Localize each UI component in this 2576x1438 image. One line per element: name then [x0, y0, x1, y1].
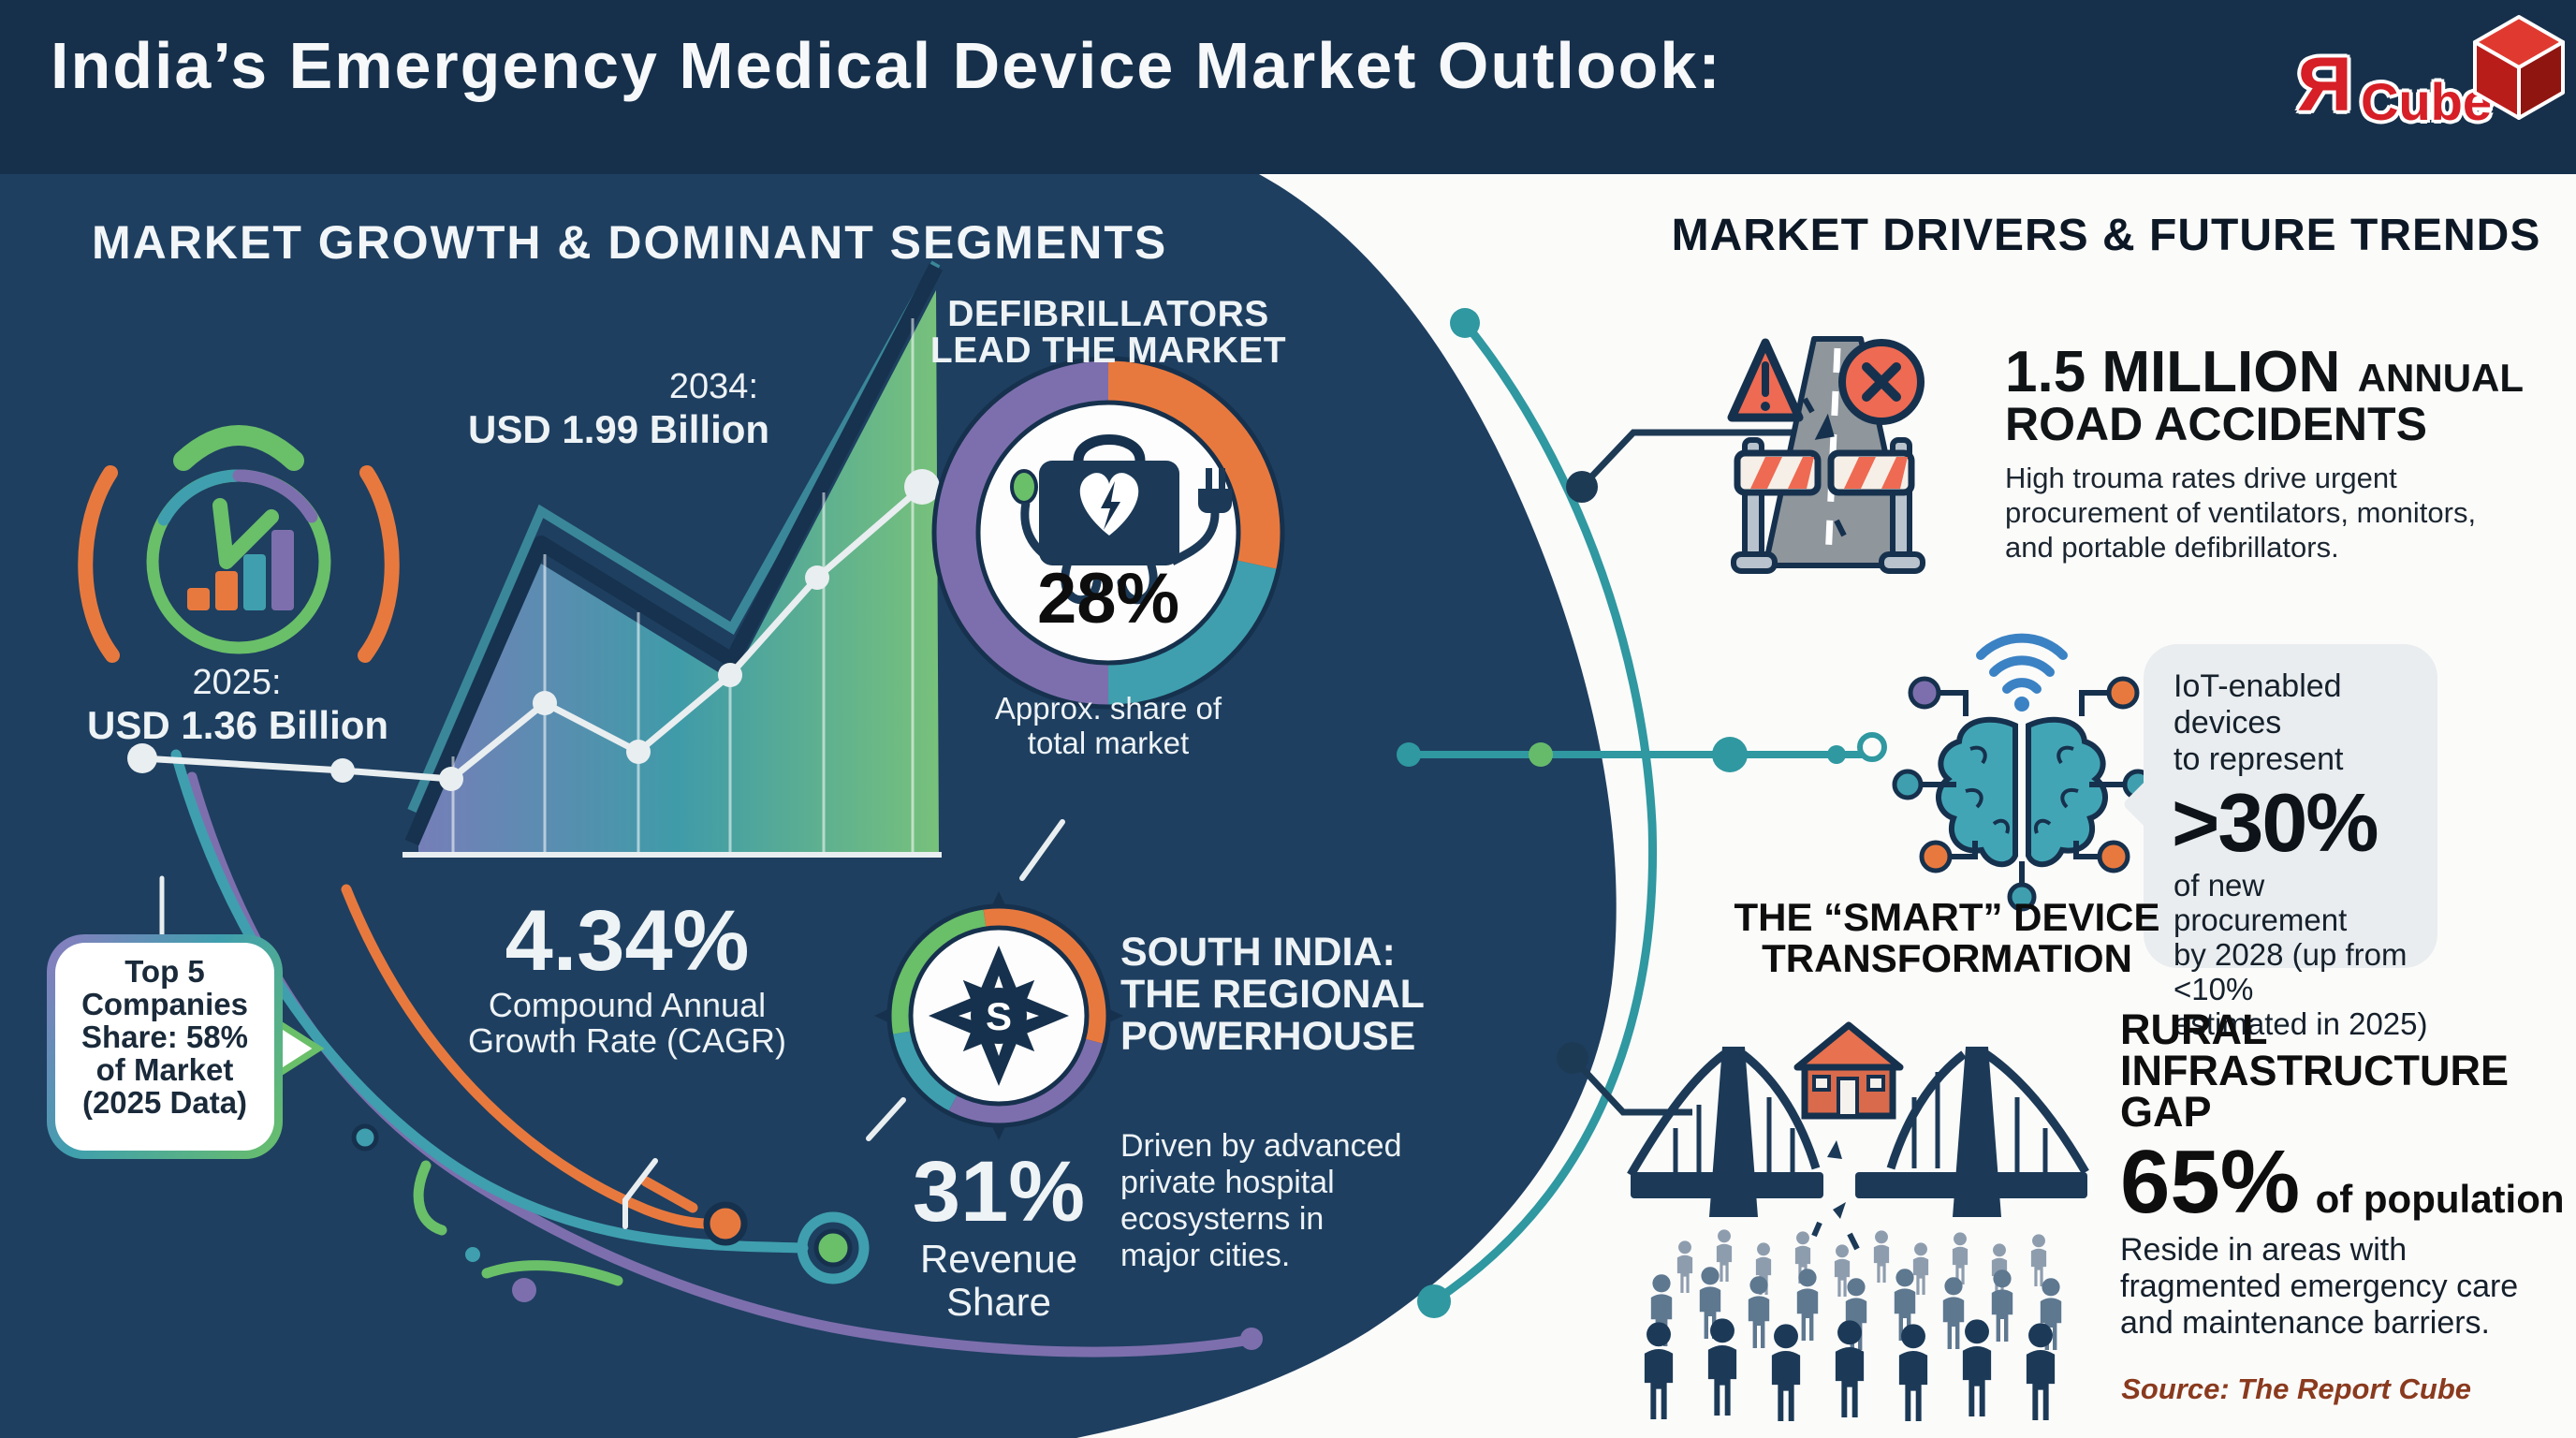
defib-title-1: DEFIBRILLATORS [947, 294, 1269, 334]
defib-title-2: LEAD THE MARKET [929, 330, 1287, 371]
market-2025-label: 2025: USD 1.36 Billion [87, 663, 389, 748]
rural-title-3: GAP [2120, 1088, 2212, 1136]
iot-detail-2: by 2028 (up from <10% [2174, 937, 2408, 1006]
road-accidents-body: High trouma rates drive urgent procureme… [2005, 461, 2476, 565]
iot-detail-1: of new procurement [2174, 868, 2348, 937]
smart-title-2: TRANSFORMATION [1762, 936, 2132, 980]
south-body-3: ecosysterns in [1120, 1201, 1325, 1237]
rural-gap-title: RURAL INFRASTRUCTURE GAP [2120, 1005, 2509, 1136]
road-accidents-title2: ROAD ACCIDENTS [2005, 398, 2427, 450]
broken-bridge-icon [1627, 1021, 2089, 1251]
road-body-2: procurement of ventilators, monitors, [2005, 496, 2477, 529]
defib-caption-1: Approx. share of [994, 691, 1222, 726]
defib-share-value: 28% [1036, 559, 1180, 638]
road-accidents-stat: 1.5 MILLION ANNUAL [2005, 339, 2524, 405]
south-stat-label-2: Share [945, 1280, 1052, 1324]
cube-icon [2473, 15, 2565, 120]
rural-body-1: Reside in areas with [2120, 1232, 2408, 1268]
market-2025-value: USD 1.36 Billion [87, 703, 389, 747]
compass-icon: S [874, 891, 1123, 1140]
source-credit: Source: The Report Cube [2121, 1372, 2471, 1405]
logo: Я Cube [2284, 15, 2565, 148]
smart-brain-icon [1892, 633, 2154, 912]
top5-line-2: Companies [81, 987, 248, 1021]
south-india-title: SOUTH INDIA: THE REGIONAL POWERHOUSE [1120, 932, 1425, 1058]
circuit-nodes [1921, 690, 2123, 885]
south-india-body: Driven by advanced private hospital ecos… [1120, 1128, 1402, 1274]
iot-detail-3: estimated in 2025) [2174, 1006, 2428, 1041]
iot-intro-1: IoT-enabled devices [2174, 668, 2342, 741]
top5-note-bubble: Top 5 Companies Share: 58% of Market (20… [47, 934, 283, 1159]
defibrillator-donut [931, 356, 1285, 710]
rural-body-3: and maintenance barriers. [2120, 1305, 2491, 1341]
south-body-2: private hospital [1120, 1165, 1335, 1200]
cagr-value: 4.34% [505, 893, 750, 989]
top5-line-1: Top 5 [124, 954, 205, 989]
road-stat-value: 1.5 MILLION [2005, 340, 2341, 404]
south-india-stat: 31% Revenue Share [886, 1146, 1111, 1324]
cagr-label-2: Growth Rate (CAGR) [467, 1021, 787, 1060]
growth-chart [127, 260, 944, 858]
top5-line-5: (2025 Data) [81, 1085, 248, 1120]
smart-title-1: THE “SMART” DEVICE [1734, 895, 2160, 939]
top5-line-3: Share: 58% [81, 1020, 248, 1054]
rural-title-1: RURAL [2120, 1005, 2268, 1053]
top5-line-4: of Market [95, 1052, 234, 1087]
cagr-stat: 4.34% Compound Annual Growth Rate (CAGR) [393, 894, 861, 1059]
rural-title-2: INFRASTRUCTURE [2120, 1047, 2509, 1094]
stopwatch-icon [78, 425, 400, 663]
left-section-title: MARKET GROWTH & DOMINANT SEGMENTS [92, 216, 1168, 269]
rural-gap-body: Reside in areas with fragmented emergenc… [2120, 1232, 2518, 1342]
rural-gap-stat: 65% of population [2120, 1131, 2565, 1234]
rural-body-2: fragmented emergency care [2120, 1269, 2519, 1304]
market-2034-value: USD 1.99 Billion [468, 407, 770, 451]
defibrillators-title: DEFIBRILLATORS LEAD THE MARKET [899, 296, 1318, 369]
road-body-1: High trouma rates drive urgent [2005, 462, 2397, 494]
defib-caption-2: total market [1027, 726, 1190, 760]
x-circle-icon [1838, 339, 1925, 425]
iot-stat-value: >30% [2172, 776, 2379, 869]
page-title: India’s Emergency Medical Device Market … [51, 29, 1722, 102]
house-icon [1793, 1021, 1904, 1120]
market-2025-year: 2025: [192, 663, 282, 702]
smart-device-title: THE “SMART” DEVICE TRANSFORMATION [1713, 897, 2181, 979]
iot-intro-2: to represent [2174, 741, 2344, 777]
market-2034-year: 2034: [668, 367, 758, 406]
iot-speech-bubble: IoT-enabled devices to represent >30% of… [2144, 644, 2437, 1041]
cagr-label-1: Compound Annual [488, 986, 767, 1024]
road-body-3: and portable defibrillators. [2005, 531, 2339, 564]
road-accident-icon [1727, 336, 1925, 574]
south-stat-label-1: Revenue [919, 1237, 1078, 1281]
logo-name: Cube [2361, 72, 2492, 131]
road-stat-suffix: ANNUAL [2357, 356, 2525, 400]
right-section-title: MARKET DRIVERS & FUTURE TRENDS [1671, 211, 2541, 260]
wifi-icon [1976, 633, 2068, 712]
defibrillator-icon [1010, 434, 1232, 605]
south-title-3: POWERHOUSE [1120, 1014, 1416, 1059]
defib-caption: Approx. share of total market [968, 691, 1249, 760]
south-title-1: SOUTH INDIA: [1120, 930, 1396, 975]
warning-triangle-icon [1727, 338, 1804, 422]
section-connectors [1397, 308, 1887, 1318]
south-body-4: major cities. [1120, 1238, 1291, 1273]
compass-letter: S [986, 994, 1012, 1038]
market-2034-label: 2034: USD 1.99 Billion [468, 367, 770, 452]
barrier [1731, 397, 1925, 574]
header-band [0, 0, 2576, 174]
south-title-2: THE REGIONAL [1120, 972, 1425, 1017]
south-body-1: Driven by advanced [1120, 1128, 1402, 1164]
south-stat-value: 31% [912, 1144, 1086, 1240]
logo-mark: Я [2297, 42, 2352, 127]
rural-stat-suffix: of population [2315, 1177, 2565, 1221]
rural-stat-value: 65% [2120, 1132, 2301, 1232]
circuit-decoration [159, 749, 1263, 1357]
